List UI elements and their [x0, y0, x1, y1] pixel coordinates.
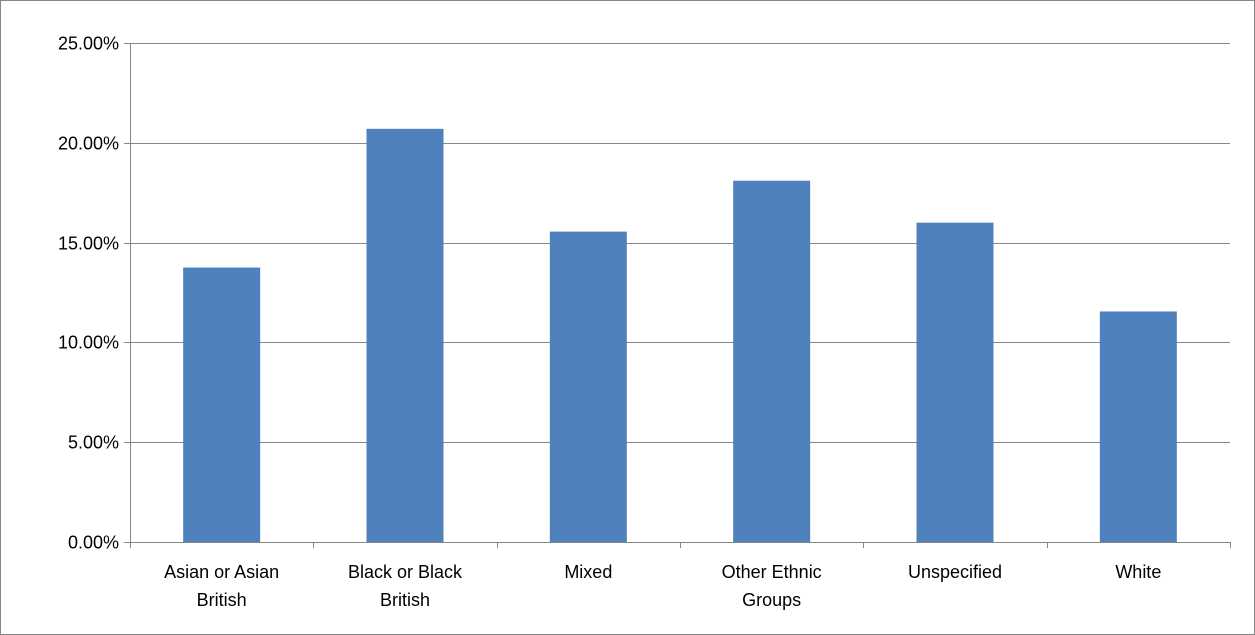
bar [916, 222, 994, 542]
bar [733, 180, 811, 542]
bar [549, 231, 627, 542]
y-tick-label: 5.00% [68, 433, 119, 453]
bar [1099, 311, 1177, 542]
bar [366, 128, 444, 542]
x-category-label: Black or Black British [348, 562, 463, 610]
x-category-label-line: British [197, 590, 247, 610]
bar [183, 267, 261, 542]
x-category-label-line: Asian or Asian [164, 562, 279, 582]
x-category-label: Unspecified [908, 562, 1002, 582]
x-category-label-line: Groups [742, 590, 801, 610]
x-category-label: White [1115, 562, 1161, 582]
x-category-label-line: Unspecified [908, 562, 1002, 582]
label-layer: 0.00% 5.00% 10.00% 15.00% 20.00% 25.00% Asian … [58, 34, 1161, 611]
axis-layer [124, 43, 1231, 548]
x-category-label-line: Other Ethnic [722, 562, 822, 582]
x-category-label: Asian or Asian British [164, 562, 279, 610]
x-category-label-line: British [380, 590, 430, 610]
x-category-label-line: Mixed [564, 562, 612, 582]
y-tick-label: 10.00% [58, 333, 119, 353]
y-tick-label: 0.00% [68, 533, 119, 553]
y-tick-label: 25.00% [58, 34, 119, 54]
x-category-label: Other Ethnic Groups [722, 562, 822, 610]
grid-layer [130, 43, 1230, 443]
x-category-label: Mixed [564, 562, 612, 582]
x-category-label-line: Black or Black [348, 562, 463, 582]
x-category-label-line: White [1115, 562, 1161, 582]
y-tick-label: 20.00% [58, 134, 119, 154]
y-tick-label: 15.00% [58, 234, 119, 254]
bar-layer [183, 128, 1177, 542]
